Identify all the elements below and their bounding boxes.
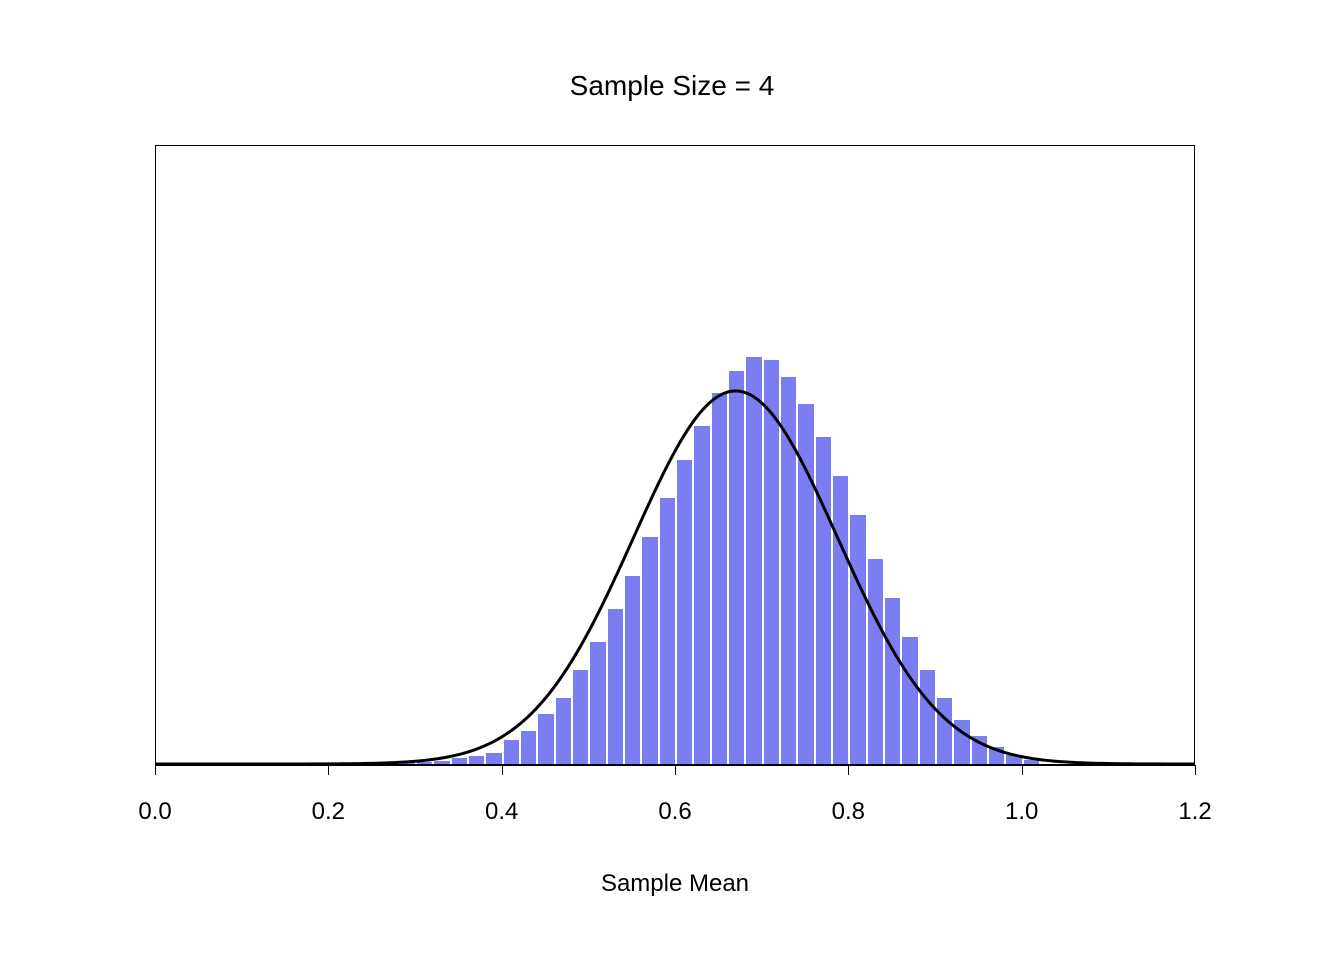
- x-tick-label: 1.0: [1005, 798, 1038, 826]
- x-tick-label: 0.4: [485, 798, 518, 826]
- x-tick-label: 1.2: [1178, 798, 1211, 826]
- x-tick: [502, 765, 503, 775]
- x-tick-label: 0.0: [138, 798, 171, 826]
- x-tick: [328, 765, 329, 775]
- x-tick: [155, 765, 156, 775]
- x-tick: [848, 765, 849, 775]
- plot-area: [155, 145, 1195, 765]
- x-tick: [1022, 765, 1023, 775]
- x-tick-label: 0.8: [832, 798, 865, 826]
- x-tick: [675, 765, 676, 775]
- x-tick-label: 0.2: [312, 798, 345, 826]
- x-tick: [1195, 765, 1196, 775]
- density-curve: [156, 146, 1194, 764]
- chart-title: Sample Size = 4: [0, 70, 1344, 102]
- chart-canvas: Sample Size = 4 0.0 0.2 0.4 0.6 0.8 1.0 1.2 Sa…: [0, 0, 1344, 960]
- x-axis-label: Sample Mean: [155, 870, 1195, 898]
- density-curve-path: [156, 391, 1194, 764]
- x-tick-label: 0.6: [658, 798, 691, 826]
